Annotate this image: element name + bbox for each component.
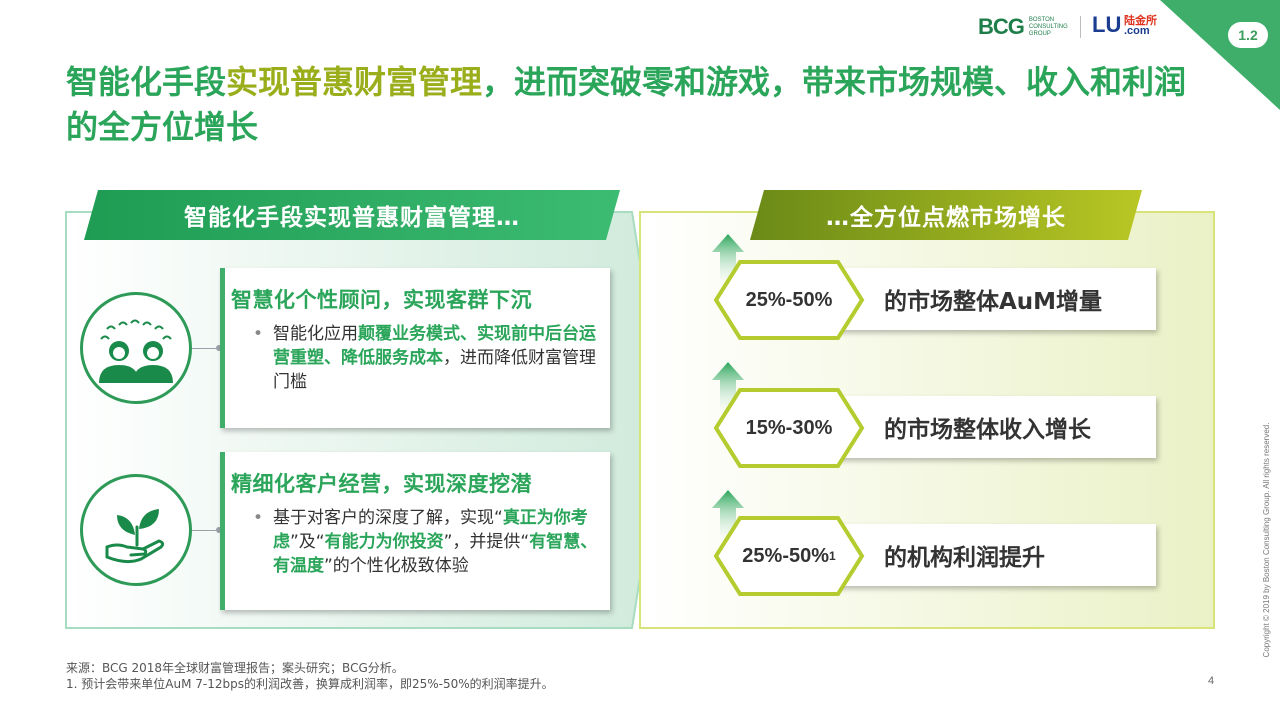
body-text: 智能化应用 <box>273 324 358 344</box>
bullet: • <box>253 324 264 344</box>
right-card-1-text: 的市场整体AuM增量 <box>884 289 1103 315</box>
connector-dot-2 <box>216 527 222 533</box>
logo-separator <box>1080 16 1081 38</box>
left-card-2: 精细化客户经营，实现深度挖潜 • 基于对客户的深度了解，实现“真正为你考虑”及“… <box>220 452 610 610</box>
connector-line-1 <box>192 348 220 349</box>
title-part-3: ，进而突破零和游戏，带来市场规模、收入和利润的全方位增长 <box>66 63 1187 146</box>
bcg-logo: BCG BOSTON CONSULTING GROUP <box>978 14 1079 40</box>
title-part-2: 实现普惠财富管理 <box>226 63 483 101</box>
value-text: 15%-30% <box>745 416 833 439</box>
connector-line-2 <box>192 530 220 531</box>
hexagon-2 <box>713 388 865 468</box>
hexagon-3 <box>713 516 865 596</box>
right-banner: …全方位点燃市场增长 <box>826 205 1066 231</box>
footer-note: 1. 预计会带来单位AuM 7-12bps的利润改善，换算成利润率，即25%-5… <box>66 677 554 691</box>
body-text: ，进而降低财富管理门槛 <box>273 348 596 392</box>
hexagon-2-value: 15%-30% <box>718 410 860 446</box>
body-highlight: 真正为你考虑 <box>273 508 588 552</box>
lu-logo-chinese: 陆金所 <box>1124 14 1157 27</box>
hexagon-1-value: 25%-50% <box>718 282 860 318</box>
left-card-1: 智慧化个性顾问，实现客群下沉 • 智能化应用颠覆业务模式、实现前中后台运营重塑、… <box>220 268 610 428</box>
right-card-2: 的市场整体收入增长 <box>812 396 1156 458</box>
lu-logo-mark: LU <box>1092 12 1122 37</box>
footer-notes: 来源：BCG 2018年全球财富管理报告；案头研究；BCG分析。 1. 预计会带… <box>66 660 554 692</box>
body-highlight: 有智慧、有温度 <box>273 532 598 576</box>
right-card-2-text: 的市场整体收入增长 <box>884 417 1091 443</box>
body-text: ”及“ <box>290 532 325 552</box>
left-banner: 智能化手段实现普惠财富管理… <box>184 205 520 231</box>
page-title: 智能化手段实现普惠财富管理，进而突破零和游戏，带来市场规模、收入和利润的全方位增… <box>66 60 1196 150</box>
people-group-icon <box>80 292 192 404</box>
bcg-logo-subtitle: BOSTON CONSULTING GROUP <box>1028 16 1068 37</box>
slide-number: 4 <box>1208 675 1215 687</box>
connector-dot-1 <box>216 345 222 351</box>
footer-source: 来源：BCG 2018年全球财富管理报告；案头研究；BCG分析。 <box>66 661 404 675</box>
body-highlight: 有能力为你投资 <box>324 532 444 552</box>
body-text: ”的个性化极致体验 <box>324 556 469 576</box>
hand-plant-icon <box>80 474 192 586</box>
left-card-1-body: • 智能化应用颠覆业务模式、实现前中后台运营重塑、降低服务成本，进而降低财富管理… <box>253 322 600 394</box>
title-part-1: 智能化手段 <box>66 63 227 101</box>
value-text: 25%-50% <box>745 288 833 311</box>
page-number-badge: 1.2 <box>1228 22 1268 48</box>
bcg-logo-mark: BCG <box>978 14 1025 39</box>
left-card-1-title: 智慧化个性顾问，实现客群下沉 <box>231 288 532 312</box>
right-card-3: 的机构利润提升 <box>812 524 1156 586</box>
body-highlight: 颠覆业务模式、实现前中后台运营重塑、降低服务成本 <box>273 324 596 368</box>
bullet: • <box>253 508 264 528</box>
hexagon-3-value: 25%-50% 1 <box>718 538 860 574</box>
left-card-2-title: 精细化客户经营，实现深度挖潜 <box>231 472 532 496</box>
body-text: ”，并提供“ <box>443 532 530 552</box>
right-card-3-text: 的机构利润提升 <box>884 545 1045 571</box>
value-text: 25%-50% <box>742 544 830 567</box>
copyright-text: Copyright © 2019 by Boston Consulting Gr… <box>1262 422 1271 658</box>
body-text: 基于对客户的深度了解，实现“ <box>273 508 503 528</box>
value-footnote: 1 <box>829 549 836 563</box>
hexagon-1 <box>713 260 865 340</box>
left-card-2-body: • 基于对客户的深度了解，实现“真正为你考虑”及“有能力为你投资”，并提供“有智… <box>253 506 600 578</box>
lu-logo-domain: .com <box>1124 25 1150 37</box>
right-card-1: 的市场整体AuM增量 <box>812 268 1156 330</box>
